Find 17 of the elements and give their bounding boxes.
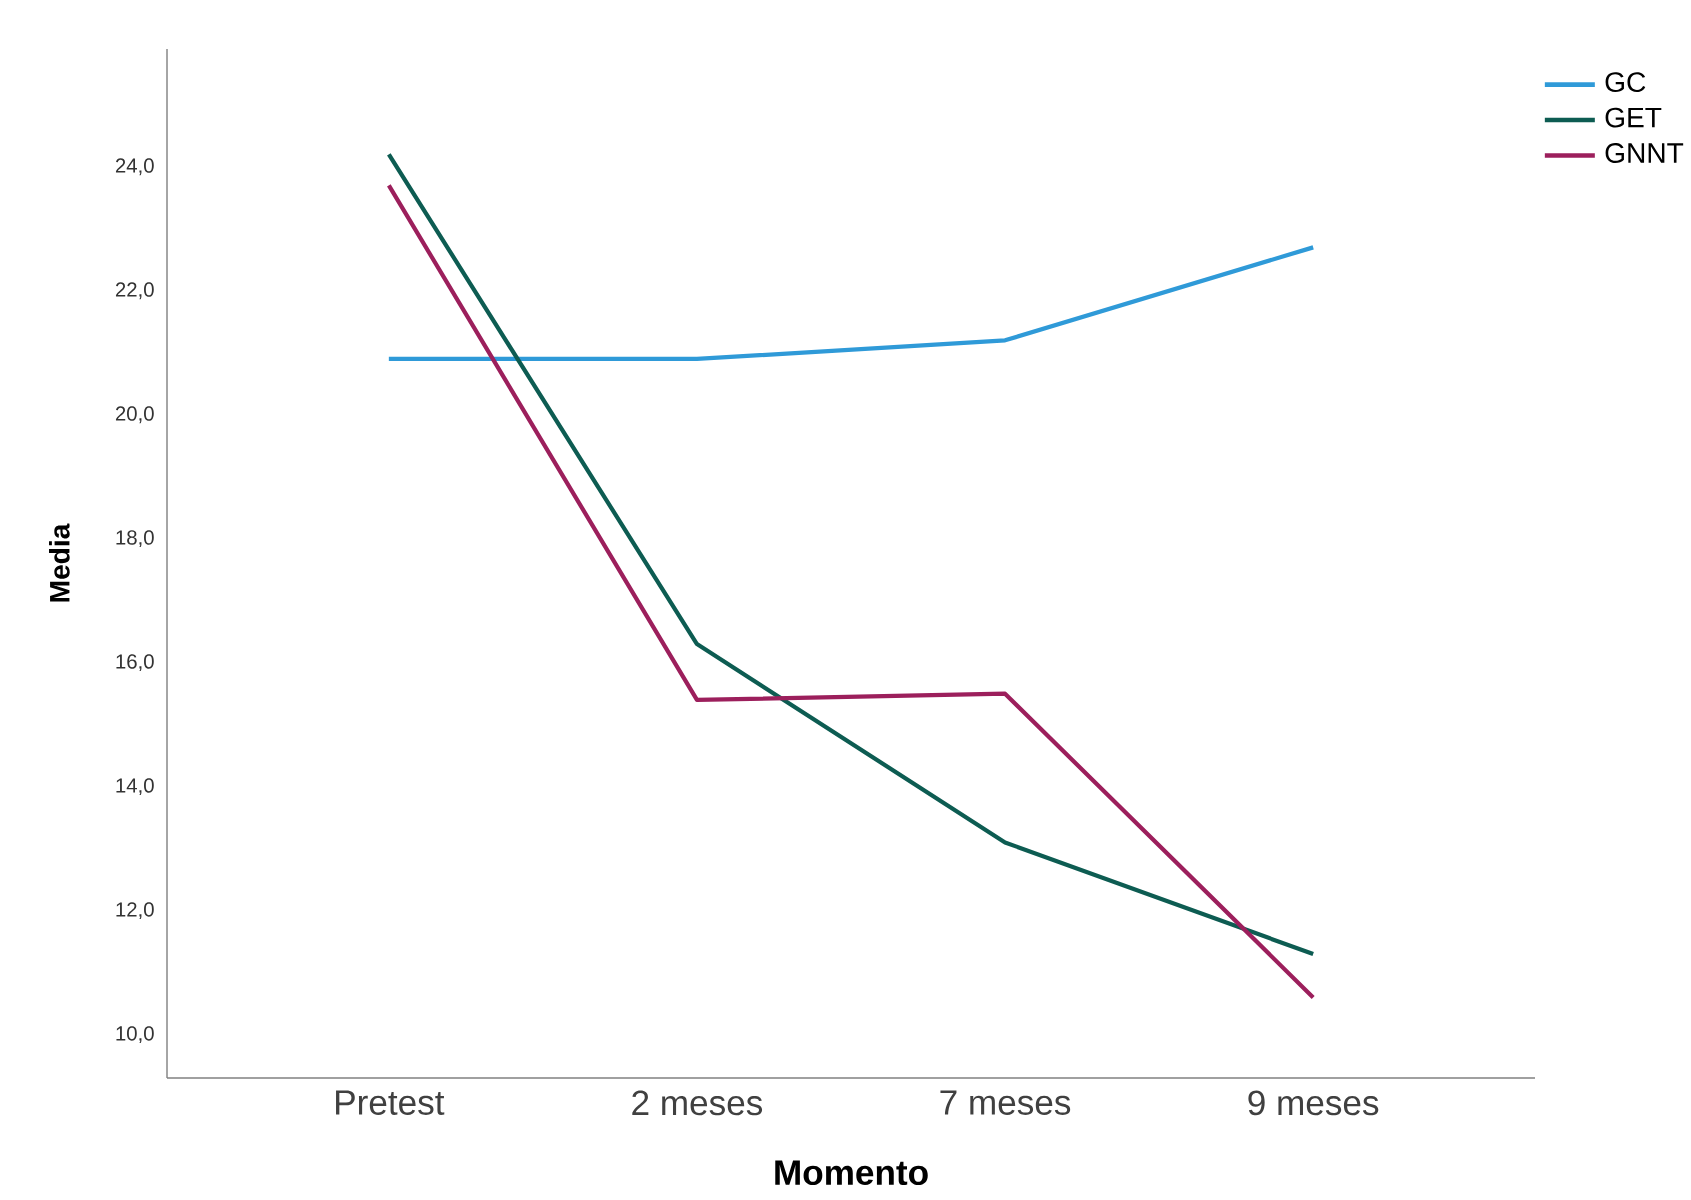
legend-label: GNNT (1605, 143, 1684, 163)
y-tick-label: 18,0 (116, 530, 154, 548)
y-tick-label: 10,0 (116, 1026, 154, 1044)
y-tick-label: 22,0 (115, 282, 154, 300)
x-axis-title: Momento (775, 1160, 928, 1186)
y-tick-label: 14,0 (116, 778, 154, 796)
x-tick-label: 2 meses (632, 1090, 763, 1116)
legend-label: GC (1605, 72, 1646, 93)
y-axis-title: Media (49, 523, 70, 602)
y-tick-label: 24,0 (115, 158, 154, 176)
x-tick-label: Pretest (336, 1090, 445, 1115)
x-tick-label: 9 meses (1248, 1090, 1379, 1116)
y-tick-label: 16,0 (116, 654, 154, 672)
y-tick-label: 12,0 (116, 902, 154, 920)
y-tick-label: 20,0 (115, 406, 154, 424)
x-tick-label: 7 meses (940, 1090, 1071, 1115)
legend-label: GET (1605, 107, 1662, 128)
